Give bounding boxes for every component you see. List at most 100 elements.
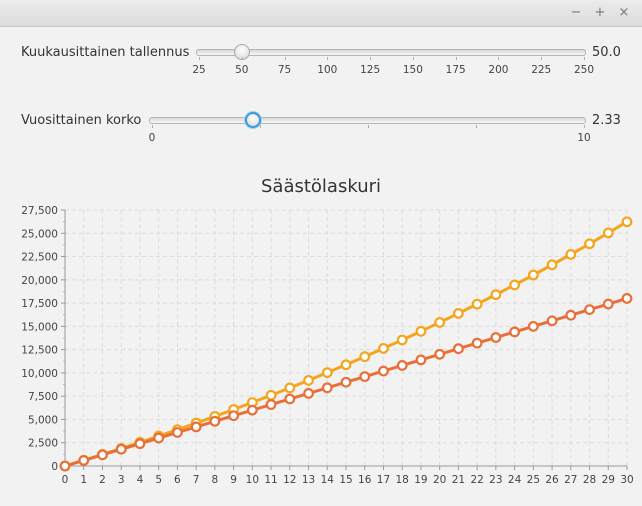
slider-tick-label: 125 bbox=[360, 64, 381, 76]
close-icon[interactable]: × bbox=[618, 5, 630, 20]
x-tick-label: 20 bbox=[433, 474, 446, 486]
series-0-point bbox=[78, 454, 90, 466]
series-1-point bbox=[359, 371, 371, 383]
y-tick-label: 12,500 bbox=[21, 345, 58, 357]
monthly-saving-slider-track[interactable] bbox=[196, 49, 586, 56]
x-tick-label: 24 bbox=[508, 474, 522, 486]
y-tick-label: 25,000 bbox=[21, 228, 58, 240]
monthly-saving-label: Kuukausittainen tallennus bbox=[21, 45, 190, 60]
x-tick-label: 28 bbox=[583, 474, 596, 486]
slider-tick-mark bbox=[199, 57, 200, 60]
x-tick-label: 5 bbox=[155, 474, 162, 486]
series-0-point bbox=[434, 317, 446, 328]
annual-interest-slider-thumb[interactable] bbox=[244, 112, 261, 128]
series-0-point bbox=[171, 424, 183, 436]
x-tick-label: 30 bbox=[620, 474, 633, 486]
series-0-point bbox=[490, 289, 502, 301]
series-0-point bbox=[303, 374, 314, 386]
series-0-point bbox=[509, 279, 520, 291]
series-1-point bbox=[415, 354, 427, 366]
series-1-point bbox=[78, 455, 90, 466]
series-1-point bbox=[190, 421, 202, 433]
series-0-point bbox=[359, 351, 371, 363]
x-tick-label: 22 bbox=[470, 474, 483, 486]
series-1-point bbox=[621, 293, 633, 304]
x-tick-label: 8 bbox=[212, 474, 219, 486]
x-tick-label: 0 bbox=[62, 474, 69, 486]
series-1-point bbox=[490, 332, 502, 343]
series-0-point bbox=[190, 417, 202, 429]
slider-tick-mark bbox=[584, 57, 585, 60]
y-tick-label: 17,500 bbox=[21, 298, 58, 310]
y-tick-label: 15,000 bbox=[21, 321, 58, 333]
y-tick-label: 0 bbox=[51, 461, 58, 473]
x-tick-label: 16 bbox=[358, 474, 372, 486]
monthly-saving-value: 50.0 bbox=[592, 45, 621, 60]
series-0-point bbox=[396, 334, 408, 346]
minimize-icon[interactable]: − bbox=[570, 5, 582, 20]
y-tick-label: 5,000 bbox=[28, 414, 58, 426]
series-1-point bbox=[265, 399, 277, 410]
chart-title: Säästölaskuri bbox=[260, 176, 382, 197]
series-0-point bbox=[621, 216, 633, 228]
series-0-point bbox=[565, 249, 577, 260]
series-1-point bbox=[115, 443, 127, 455]
series-1-point bbox=[509, 326, 520, 338]
slider-tick-mark bbox=[476, 125, 477, 128]
slider-tick-mark bbox=[498, 57, 500, 60]
annual-interest-slider-track[interactable] bbox=[149, 117, 586, 124]
series-0-point bbox=[340, 359, 352, 371]
slider-tick-mark bbox=[455, 57, 457, 60]
series-1-point bbox=[303, 387, 314, 399]
series-0-point bbox=[134, 436, 146, 448]
x-tick-label: 12 bbox=[283, 474, 296, 486]
x-tick-label: 21 bbox=[452, 474, 465, 486]
x-tick-label: 6 bbox=[174, 474, 181, 486]
slider-tick-mark bbox=[412, 57, 414, 60]
series-1-point bbox=[134, 438, 146, 450]
maximize-icon[interactable]: + bbox=[594, 5, 606, 20]
series-1-point bbox=[565, 309, 577, 321]
slider-tick-label: 0 bbox=[148, 132, 156, 144]
series-1-point bbox=[246, 404, 258, 416]
x-tick-label: 26 bbox=[545, 474, 559, 486]
series-1-point bbox=[434, 348, 446, 360]
x-tick-label: 11 bbox=[264, 474, 277, 486]
series-0-point bbox=[453, 307, 464, 319]
series-1-point bbox=[471, 337, 483, 349]
slider-tick-mark bbox=[584, 125, 585, 128]
slider-tick-label: 200 bbox=[488, 64, 509, 76]
slider-tick-label: 50 bbox=[235, 64, 249, 76]
series-0-point bbox=[97, 449, 108, 460]
x-tick-label: 27 bbox=[564, 474, 577, 486]
slider-tick-mark bbox=[370, 57, 372, 60]
slider-tick-label: 75 bbox=[277, 64, 292, 76]
x-tick-label: 13 bbox=[302, 474, 315, 486]
x-tick-label: 25 bbox=[527, 474, 540, 486]
series-1-point bbox=[321, 382, 333, 394]
series-1-point bbox=[378, 365, 389, 377]
window-titlebar: − + × bbox=[0, 0, 642, 27]
series-0-point bbox=[415, 325, 427, 337]
x-tick-label: 7 bbox=[193, 474, 200, 486]
series-0-point bbox=[284, 382, 296, 394]
series-0-point bbox=[265, 389, 277, 401]
slider-tick-label: 150 bbox=[402, 64, 423, 76]
y-tick-label: 2,500 bbox=[28, 438, 58, 450]
annual-interest-label: Vuosittainen korko bbox=[21, 113, 142, 128]
series-1-point bbox=[453, 343, 464, 355]
slider-tick-label: 25 bbox=[192, 64, 206, 76]
series-1-point bbox=[546, 315, 558, 327]
slider-tick-mark bbox=[241, 57, 243, 60]
x-tick-label: 18 bbox=[396, 474, 409, 486]
slider-tick-label: 250 bbox=[573, 64, 595, 76]
x-tick-label: 17 bbox=[377, 474, 390, 486]
slider-tick-mark bbox=[260, 125, 261, 128]
series-0-point bbox=[471, 298, 483, 310]
series-line-1 bbox=[64, 296, 628, 468]
y-tick-label: 27,500 bbox=[21, 205, 58, 217]
series-1-point bbox=[228, 410, 240, 422]
slider-tick-label: 175 bbox=[445, 64, 466, 76]
x-tick-label: 3 bbox=[118, 474, 125, 486]
series-1-point bbox=[602, 298, 614, 310]
